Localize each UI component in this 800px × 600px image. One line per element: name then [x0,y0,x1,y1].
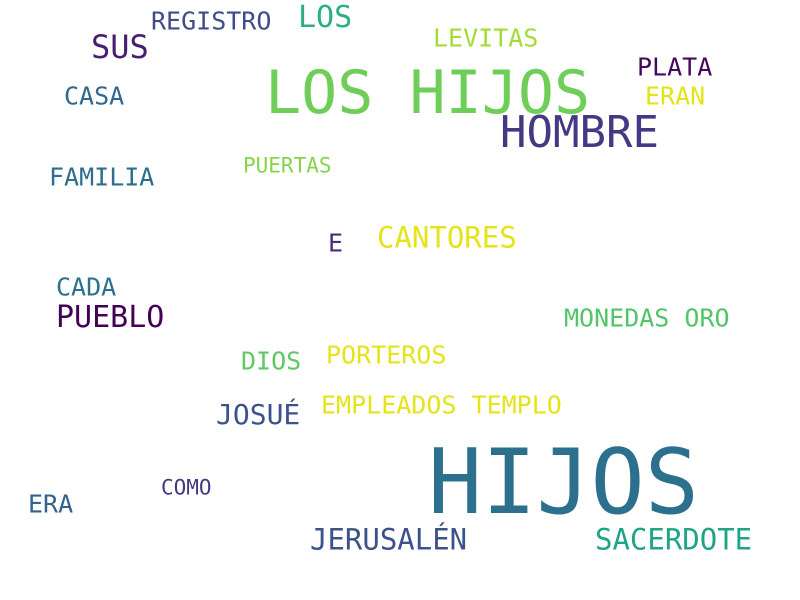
word-dios: DIOS [241,346,302,376]
word-familia: FAMILIA [49,162,155,192]
word-era: ERA [28,489,74,519]
word-hijos: HIJOS [428,430,699,535]
word-jerusalen: JERUSALÉN [310,522,468,557]
word-e: E [328,228,344,258]
word-eran: ERAN [645,81,706,111]
word-los: LOS [298,0,353,35]
word-casa: CASA [64,81,125,111]
word-monedas-oro: MONEDAS ORO [564,303,730,333]
word-pueblo: PUEBLO [56,300,165,335]
word-josue: JOSUÉ [216,398,301,431]
word-los-hijos: LOS HIJOS [265,58,591,128]
word-plata: PLATA [637,52,713,82]
word-porteros: PORTEROS [326,340,447,370]
word-puertas: PUERTAS [243,153,332,178]
word-hombre: HOMBRE [500,107,659,158]
word-cada: CADA [56,272,117,302]
word-registro: REGISTRO [151,6,272,36]
word-levitas: LEVITAS [433,23,539,53]
word-sus: SUS [91,28,149,66]
word-empleados-templo: EMPLEADOS TEMPLO [321,390,562,420]
word-como: COMO [161,475,212,500]
word-cantores: CANTORES [377,220,517,255]
word-sacerdote: SACERDOTE [595,522,753,557]
